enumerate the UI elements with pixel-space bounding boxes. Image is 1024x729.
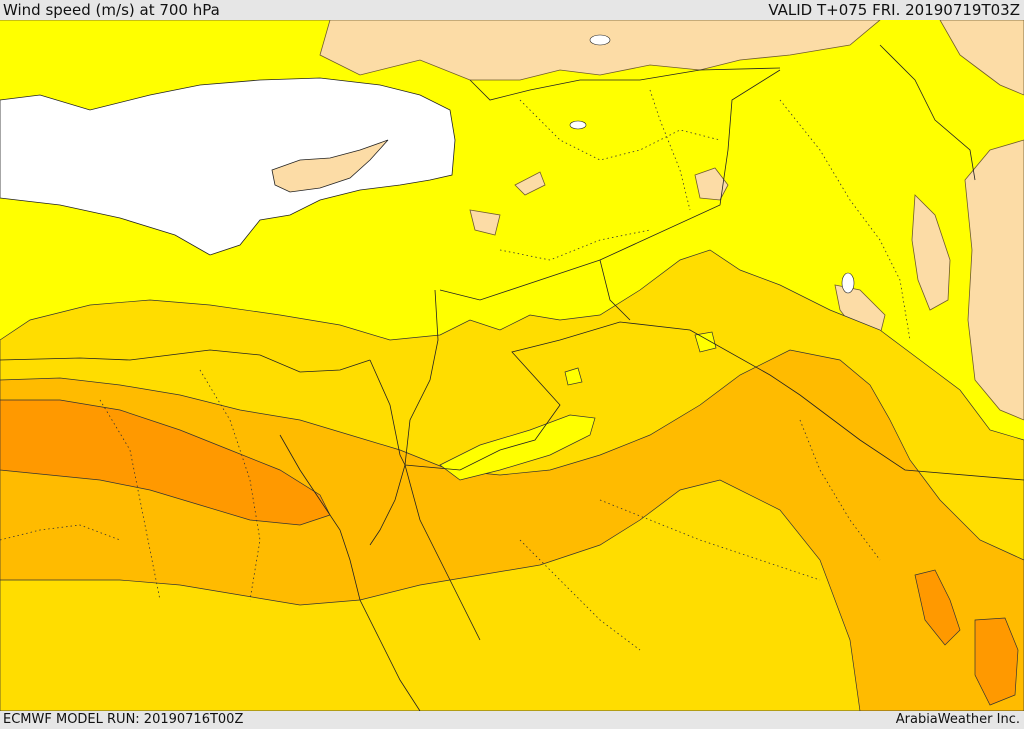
- very-strong-wind-core-west: [0, 399, 331, 526]
- administrative-lines: [0, 89, 911, 651]
- turkey-syria-border: [469, 67, 781, 101]
- red-sea-gulf-coast: [279, 434, 421, 711]
- light-wind-islands: [439, 331, 717, 481]
- very-strong-wind-core-east-2: [974, 617, 1019, 706]
- lakes: [569, 34, 855, 294]
- lake-van: [589, 34, 611, 46]
- lake-assad: [569, 120, 587, 130]
- map-canvas: [0, 20, 1024, 711]
- lake-tharthar: [841, 272, 855, 294]
- borders: [0, 44, 1024, 711]
- gulf-of-aqaba-coast: [369, 464, 406, 546]
- syria-iraq-border: [599, 69, 781, 261]
- calm-zone-iraq-lake: [911, 194, 951, 311]
- map-header: Wind speed (m/s) at 700 hPa VALID T+075 …: [0, 0, 1024, 20]
- very-strong-wind-core-east-1: [914, 569, 961, 646]
- map-footer: ECMWF MODEL RUN: 20190716T00Z ArabiaWeat…: [0, 711, 1024, 729]
- admin-line-3: [499, 229, 651, 261]
- admin-line-10: [649, 89, 691, 211]
- egypt-israel-border: [369, 359, 406, 466]
- model-run: ECMWF MODEL RUN: 20190716T00Z: [3, 712, 244, 727]
- calm-zone-lebanon: [469, 209, 501, 236]
- iraq-iran-border: [879, 44, 976, 181]
- admin-line-5: [199, 369, 261, 601]
- admin-line-4: [99, 399, 161, 601]
- wind-speed-map: [0, 20, 1024, 711]
- valid-time: VALID T+075 FRI. 20190719T03Z: [768, 1, 1020, 19]
- map-title: Wind speed (m/s) at 700 hPa: [3, 1, 220, 19]
- admin-line-8: [519, 539, 641, 651]
- calm-zone-northeast: [939, 20, 1024, 96]
- light-island-jordan: [439, 414, 596, 481]
- mediterranean-sea: [0, 77, 456, 256]
- admin-line-1: [519, 99, 721, 161]
- calm-zone-zagros: [964, 139, 1024, 421]
- light-island-iraq: [694, 331, 717, 353]
- israel-jordan-border: [404, 289, 439, 466]
- calm-zone-anatolia: [0, 20, 881, 81]
- arabian-red-sea-coast: [404, 464, 481, 641]
- calm-zone-levant: [514, 171, 546, 196]
- credit: ArabiaWeather Inc.: [895, 712, 1020, 727]
- light-island-desert: [564, 367, 583, 386]
- jordan-saudi-border: [404, 321, 1024, 481]
- calm-zone-syria: [694, 167, 729, 201]
- egypt-libya-coast: [0, 349, 371, 373]
- cyprus-island: [271, 139, 389, 193]
